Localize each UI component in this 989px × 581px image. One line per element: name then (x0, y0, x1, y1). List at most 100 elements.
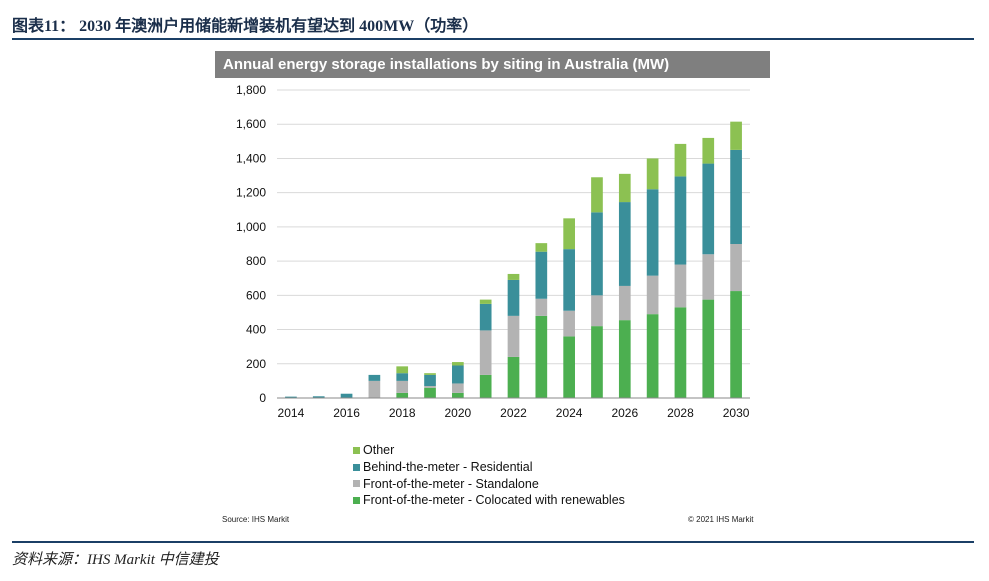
bar-segment (646, 158, 659, 190)
bar-segment (563, 336, 575, 398)
bar-segment (646, 275, 659, 315)
bar-segment (424, 387, 436, 398)
bar-segment (646, 189, 659, 276)
bar-segment (368, 374, 381, 381)
bar-segment (674, 264, 687, 308)
x-tick-label: 2014 (278, 406, 305, 420)
bar-segment (535, 251, 548, 299)
bar-segment (368, 380, 381, 398)
top-divider (12, 38, 974, 40)
bottom-divider (12, 541, 974, 543)
bar-segment (591, 212, 603, 296)
bars (285, 121, 742, 398)
bar-segment (479, 330, 492, 375)
bar-segment (591, 326, 603, 398)
legend-item: Front-of-the-meter - Standalone (353, 475, 625, 492)
bar-segment (730, 244, 742, 292)
bar-segment (702, 163, 715, 255)
bar-segment (563, 249, 575, 311)
stacked-bar-chart: 0 200 400 600 800 1,000 1,200 1,400 1,600 1,800 2… (236, 83, 750, 420)
bar-segment (702, 299, 715, 398)
legend-label: Front-of-the-meter - Standalone (363, 476, 539, 491)
legend-item: Front-of-the-meter - Colocated with rene… (353, 492, 625, 509)
chart-title: Annual energy storage installations by s… (215, 51, 770, 78)
x-tick-label: 2024 (556, 406, 583, 420)
bar-segment (452, 383, 464, 393)
bar-segment (702, 254, 715, 300)
bar-segment (396, 366, 409, 374)
chart-copyright-text: © 2021 IHS Markit (688, 515, 754, 524)
legend-item: Other (353, 442, 625, 459)
bar-segment (535, 315, 548, 398)
bar-segment (396, 380, 409, 393)
bar-segment (730, 291, 742, 398)
y-axis-tick-labels: 0 200 400 600 800 1,000 1,200 1,400 1,600 1,800 (236, 83, 266, 405)
bar-segment (424, 373, 436, 375)
legend-swatch (353, 480, 360, 488)
y-tick-label: 1,000 (236, 220, 266, 234)
bar-segment (507, 273, 520, 280)
bar-segment (730, 149, 742, 244)
x-tick-label: 2026 (611, 406, 638, 420)
footer-source: 资料来源：IHS Markit 中信建投 (12, 552, 219, 568)
y-tick-label: 1,600 (236, 117, 266, 131)
bar-segment (563, 218, 575, 250)
bar-segment (618, 285, 631, 321)
legend-label: Behind-the-meter - Residential (363, 460, 533, 475)
bar-segment (730, 121, 742, 150)
bar-segment (479, 299, 492, 304)
y-tick-label: 400 (246, 323, 266, 337)
x-tick-label: 2028 (667, 406, 694, 420)
bar-segment (424, 386, 436, 388)
x-tick-label: 2018 (389, 406, 416, 420)
bar-segment (312, 396, 325, 398)
bar-segment (396, 392, 409, 398)
bar-segment (507, 315, 520, 357)
legend-item: Behind-the-meter - Residential (353, 459, 625, 476)
legend-swatch (353, 446, 360, 454)
bar-segment (535, 243, 548, 252)
bar-segment (646, 314, 659, 398)
legend-swatch (353, 463, 360, 471)
x-tick-label: 2030 (723, 406, 750, 420)
bar-segment (452, 365, 464, 384)
legend-label: Front-of-the-meter - Colocated with rene… (363, 493, 625, 508)
x-tick-label: 2016 (333, 406, 360, 420)
figure-title: 图表11： 2030 年澳洲户用储能新增装机有望达到 400MW（功率） (12, 18, 479, 35)
x-tick-label: 2020 (445, 406, 472, 420)
legend-label: Other (363, 443, 395, 458)
y-tick-label: 0 (259, 391, 266, 405)
y-tick-label: 1,800 (236, 83, 266, 97)
grid-lines (277, 89, 750, 365)
bar-segment (618, 202, 631, 286)
bar-segment (507, 279, 520, 316)
chart-source-text: Source: IHS Markit (222, 515, 290, 524)
bar-segment (674, 176, 687, 265)
legend-swatch (353, 496, 360, 504)
bar-segment (396, 373, 409, 381)
bar-segment (424, 374, 436, 387)
bar-segment (618, 320, 631, 398)
bar-segment (674, 143, 687, 177)
chart-legend: Other Behind-the-meter - Residential Front… (353, 442, 625, 509)
y-tick-label: 1,200 (236, 186, 266, 200)
x-tick-label: 2022 (500, 406, 527, 420)
bar-segment (535, 298, 548, 316)
bar-segment (507, 356, 520, 398)
y-tick-label: 200 (246, 357, 266, 371)
bar-segment (618, 173, 631, 203)
bar-segment (674, 307, 687, 398)
bar-segment (702, 137, 715, 164)
y-tick-label: 800 (246, 254, 266, 268)
bar-segment (479, 374, 492, 398)
bar-segment (591, 177, 603, 213)
bar-segment (479, 303, 492, 331)
y-tick-label: 1,400 (236, 151, 266, 165)
x-axis-tick-labels: 2014 2016 2018 2020 2022 2024 2026 2028 2030 (278, 406, 750, 420)
bar-segment (340, 393, 353, 398)
bar-segment (563, 310, 575, 337)
bar-segment (452, 362, 464, 366)
y-tick-label: 600 (246, 288, 266, 302)
bar-segment (285, 396, 297, 398)
bar-segment (452, 392, 464, 398)
